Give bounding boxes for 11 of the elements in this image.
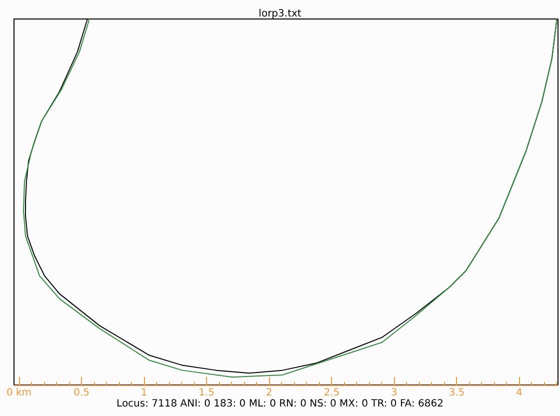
- x-tick-label: 4: [516, 388, 522, 398]
- x-tick-label: 2: [266, 388, 272, 398]
- x-tick-label: 2.5: [324, 388, 340, 398]
- x-tick-label: 3: [390, 388, 398, 398]
- text: Locus: 7118 ANI: 0 183: 0 ML: 0 RN: 0 NS: 0 MX: 0 TR: 0 FA: 6862: [116, 398, 444, 410]
- x-tick-label: 1.5: [198, 388, 215, 398]
- x-tick-label: 0 km: [6, 388, 32, 398]
- x-tick-label: 0.5: [74, 388, 90, 398]
- chart-title: lorp3.txt: [258, 8, 302, 20]
- x-tick-label: 3.5: [448, 388, 465, 398]
- x-tick-label: 1: [140, 388, 148, 398]
